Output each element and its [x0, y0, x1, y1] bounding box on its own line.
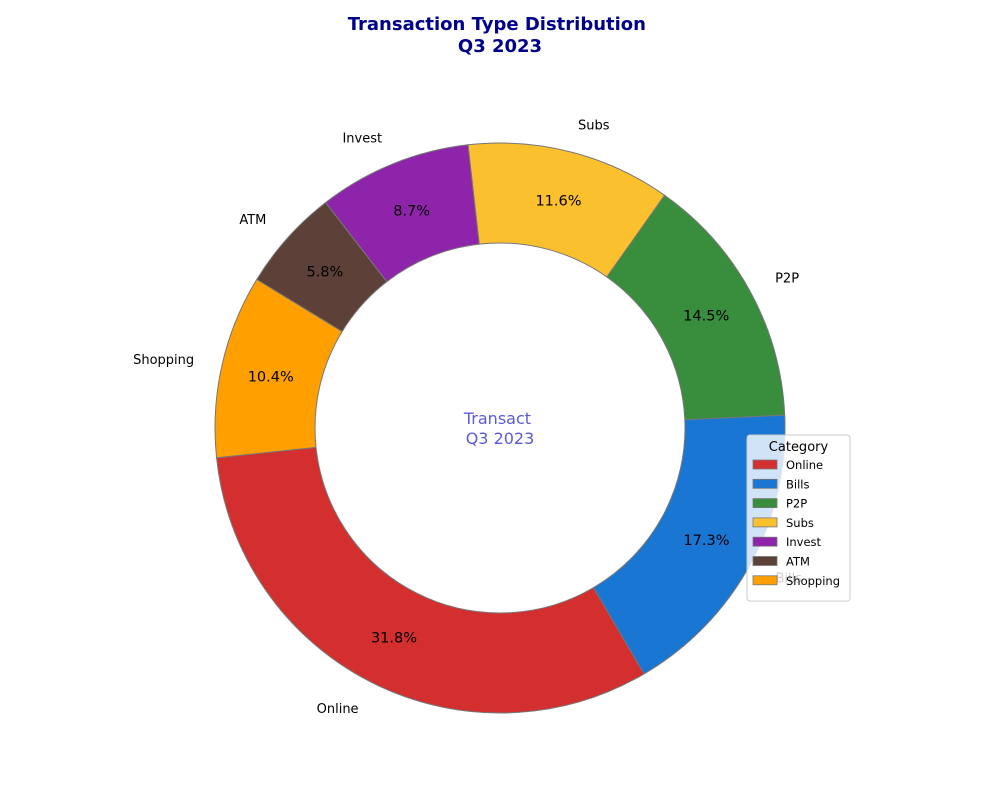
percent-label-subs: 11.6% — [535, 193, 581, 209]
legend-label-shopping: Shopping — [786, 574, 840, 588]
category-label-subs: Subs — [578, 118, 610, 133]
legend: Category Online Bills P2P Subs Invest ATM Shopp… — [746, 434, 851, 602]
legend-label-subs: Subs — [786, 516, 814, 530]
legend-title: Category — [769, 440, 829, 455]
chart-title: Transaction Type Distribution Q3 2023 — [348, 14, 653, 57]
percent-label-atm: 5.8% — [306, 264, 343, 280]
percent-label-bills: 17.3% — [683, 533, 729, 549]
chart-title-line-2: Q3 2023 — [458, 36, 542, 57]
category-label-p2p: P2P — [775, 272, 799, 287]
legend-label-p2p: P2P — [786, 497, 807, 511]
percent-label-shopping: 10.4% — [248, 369, 294, 385]
legend-label-online: Online — [786, 458, 823, 472]
percent-label-online: 31.8% — [371, 631, 417, 647]
chart-title-line-1: Transaction Type Distribution — [348, 14, 646, 35]
legend-swatch-atm — [752, 556, 778, 566]
legend-swatch-online — [752, 459, 778, 470]
center-label-line-1: Transact — [463, 409, 531, 428]
legend-swatch-p2p — [752, 498, 778, 509]
donut-slices — [214, 142, 786, 714]
legend-label-bills: Bills — [786, 477, 809, 491]
slice-percent-labels: 31.8% 17.3% 14.5% 11.6% 8.7% 5.8% 10.4% — [248, 193, 730, 646]
legend-label-atm: ATM — [786, 555, 810, 569]
category-label-online: Online — [317, 702, 359, 717]
slice-online — [216, 446, 645, 714]
legend-swatch-bills — [752, 478, 778, 489]
legend-swatch-subs — [752, 517, 778, 528]
legend-label-invest: Invest — [786, 535, 822, 549]
category-label-invest: Invest — [342, 132, 382, 147]
slice-shopping — [214, 278, 343, 459]
category-label-shopping: Shopping — [133, 353, 194, 368]
category-label-atm: ATM — [239, 213, 266, 228]
center-label-line-2: Q3 2023 — [466, 429, 535, 448]
center-label: Transact Q3 2023 — [463, 409, 536, 448]
legend-swatch-invest — [752, 536, 778, 547]
percent-label-invest: 8.7% — [393, 203, 430, 219]
legend-swatch-shopping — [752, 575, 778, 586]
percent-label-p2p: 14.5% — [683, 308, 729, 324]
